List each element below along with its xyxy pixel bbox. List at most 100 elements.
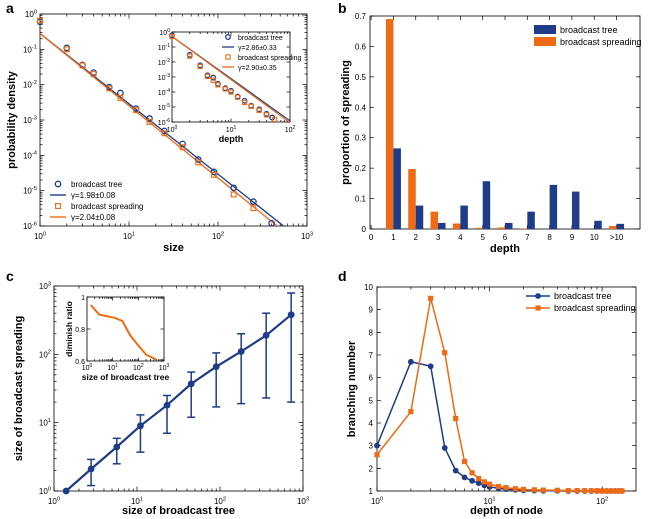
inset-spreading-marker — [187, 53, 193, 59]
tree-marker — [210, 168, 218, 176]
inset-legend-label: broadcast tree — [238, 35, 283, 42]
inset-legend-label: γ=2.86±0.33 — [238, 45, 277, 52]
y-tick-label: 10-6 — [23, 221, 37, 231]
x-tick-label: 0 — [369, 233, 374, 242]
inset-y-tick-label: 0.8 — [75, 327, 85, 334]
inset-y-tick-label: 10-5 — [158, 103, 170, 112]
y-tick-label: 102 — [39, 350, 51, 360]
y-tick-label: 8 — [369, 328, 374, 337]
spreading-marker — [582, 488, 588, 494]
data-point — [137, 422, 144, 430]
y-axis-label: probability density — [6, 70, 18, 169]
bar-spreading — [475, 227, 483, 229]
tree-marker — [179, 140, 186, 148]
spreading-marker — [179, 144, 186, 151]
inset-x-tick-label: 101 — [226, 125, 237, 134]
x-tick-label: 5 — [480, 233, 485, 242]
x-tick-label: 7 — [525, 233, 530, 242]
inset-y-axis-label: diminish ratio — [64, 301, 74, 357]
bar-tree — [527, 211, 535, 229]
panel-label-b: b — [338, 0, 347, 16]
inset-y-tick-label: 1 — [81, 295, 85, 302]
inset-spreading-marker — [263, 112, 270, 118]
y-tick-label: 2 — [369, 464, 374, 473]
inset-y-tick-label: 10-6 — [158, 118, 170, 127]
spreading-marker — [615, 488, 622, 494]
bar-tree — [415, 205, 424, 229]
x-tick-label: 103 — [297, 496, 309, 506]
inset-spreading-marker — [241, 99, 248, 106]
tree-marker — [146, 115, 153, 122]
spreading-marker — [161, 130, 168, 137]
legend-label: γ=2.04±0.08 — [71, 213, 116, 222]
y-tick-label: 0.7 — [355, 12, 367, 21]
panel-label-c: c — [6, 268, 14, 284]
inset-spreading-marker — [248, 103, 254, 110]
bar-spreading — [497, 227, 505, 229]
tree-marker — [407, 358, 414, 365]
spreading-marker — [481, 479, 488, 485]
inset-spreading-marker — [204, 73, 211, 80]
spreading-marker — [428, 295, 434, 301]
panel-b: 0 0.1 0.2 0.3 0.4 0.5 0.6 0.7 0 1 2 3 4 5 6 7 8 9 10 >10 dep… — [340, 12, 642, 255]
spreading-marker — [453, 415, 459, 422]
spreading-marker — [503, 485, 509, 491]
inset-spreading-marker — [256, 107, 262, 113]
inset-y-tick-label: 10-3 — [158, 73, 170, 82]
bar-tree — [549, 184, 558, 229]
y-tick-label: 10-3 — [23, 115, 37, 125]
data-point — [237, 348, 245, 355]
tree-marker — [374, 442, 380, 449]
spreading-marker — [146, 119, 153, 125]
y-tick-label: 101 — [39, 418, 51, 428]
x-axis-label: size of broadcast tree — [122, 505, 235, 517]
bar-spreading — [385, 19, 394, 229]
spreading-marker — [210, 171, 217, 178]
spreading-marker — [540, 487, 546, 493]
x-tick-label: 102 — [596, 496, 608, 506]
spreading-marker — [588, 488, 594, 494]
legend-label: broadcast spreading — [71, 202, 144, 211]
spreading-marker — [574, 487, 580, 494]
x-axis-label: depth — [490, 243, 520, 255]
y-tick-label: 3 — [369, 442, 374, 451]
x-tick-label: 3 — [436, 233, 441, 242]
bar-tree — [505, 222, 513, 229]
legend-label: broadcast spreading — [560, 37, 642, 47]
spreading-marker — [469, 470, 475, 476]
spreading-marker — [520, 486, 527, 493]
spreading-marker — [486, 481, 493, 487]
legend-label: broadcast tree — [560, 25, 618, 35]
inset-x-axis-label: size of broadcast tree — [82, 372, 170, 382]
data-point — [212, 363, 220, 371]
inset-spreading-marker — [169, 33, 175, 40]
x-axis-label: size — [163, 242, 184, 254]
tree-marker — [475, 480, 482, 486]
panel-label-d: d — [338, 268, 347, 284]
inset-spreading-marker — [235, 94, 241, 100]
y-tick-label: 10-1 — [23, 45, 37, 55]
x-tick-label: 100 — [48, 496, 60, 506]
bar-spreading — [609, 225, 617, 229]
bar-tree — [393, 148, 401, 229]
tree-marker — [427, 363, 434, 370]
data-point — [113, 443, 121, 451]
data-point — [62, 487, 70, 495]
spreading-marker — [476, 475, 482, 482]
y-tick-label: 0.4 — [355, 103, 367, 112]
inset-y-tick-label: 10-2 — [158, 58, 170, 67]
inset-spreading-marker — [272, 116, 278, 123]
inset-y-tick-label: 10-4 — [158, 88, 170, 97]
y-tick-label: 10 — [364, 283, 373, 292]
inset-y-tick-label: 0.6 — [75, 359, 85, 366]
y-tick-label: 103 — [39, 281, 51, 291]
bar-spreading — [408, 169, 416, 229]
tree-marker — [441, 445, 448, 451]
spreading-marker — [495, 483, 502, 490]
tree-marker — [452, 467, 459, 474]
y-tick-label: 100 — [39, 486, 51, 496]
tree-marker — [268, 219, 275, 227]
inset-x-tick-label: 102 — [285, 125, 296, 134]
